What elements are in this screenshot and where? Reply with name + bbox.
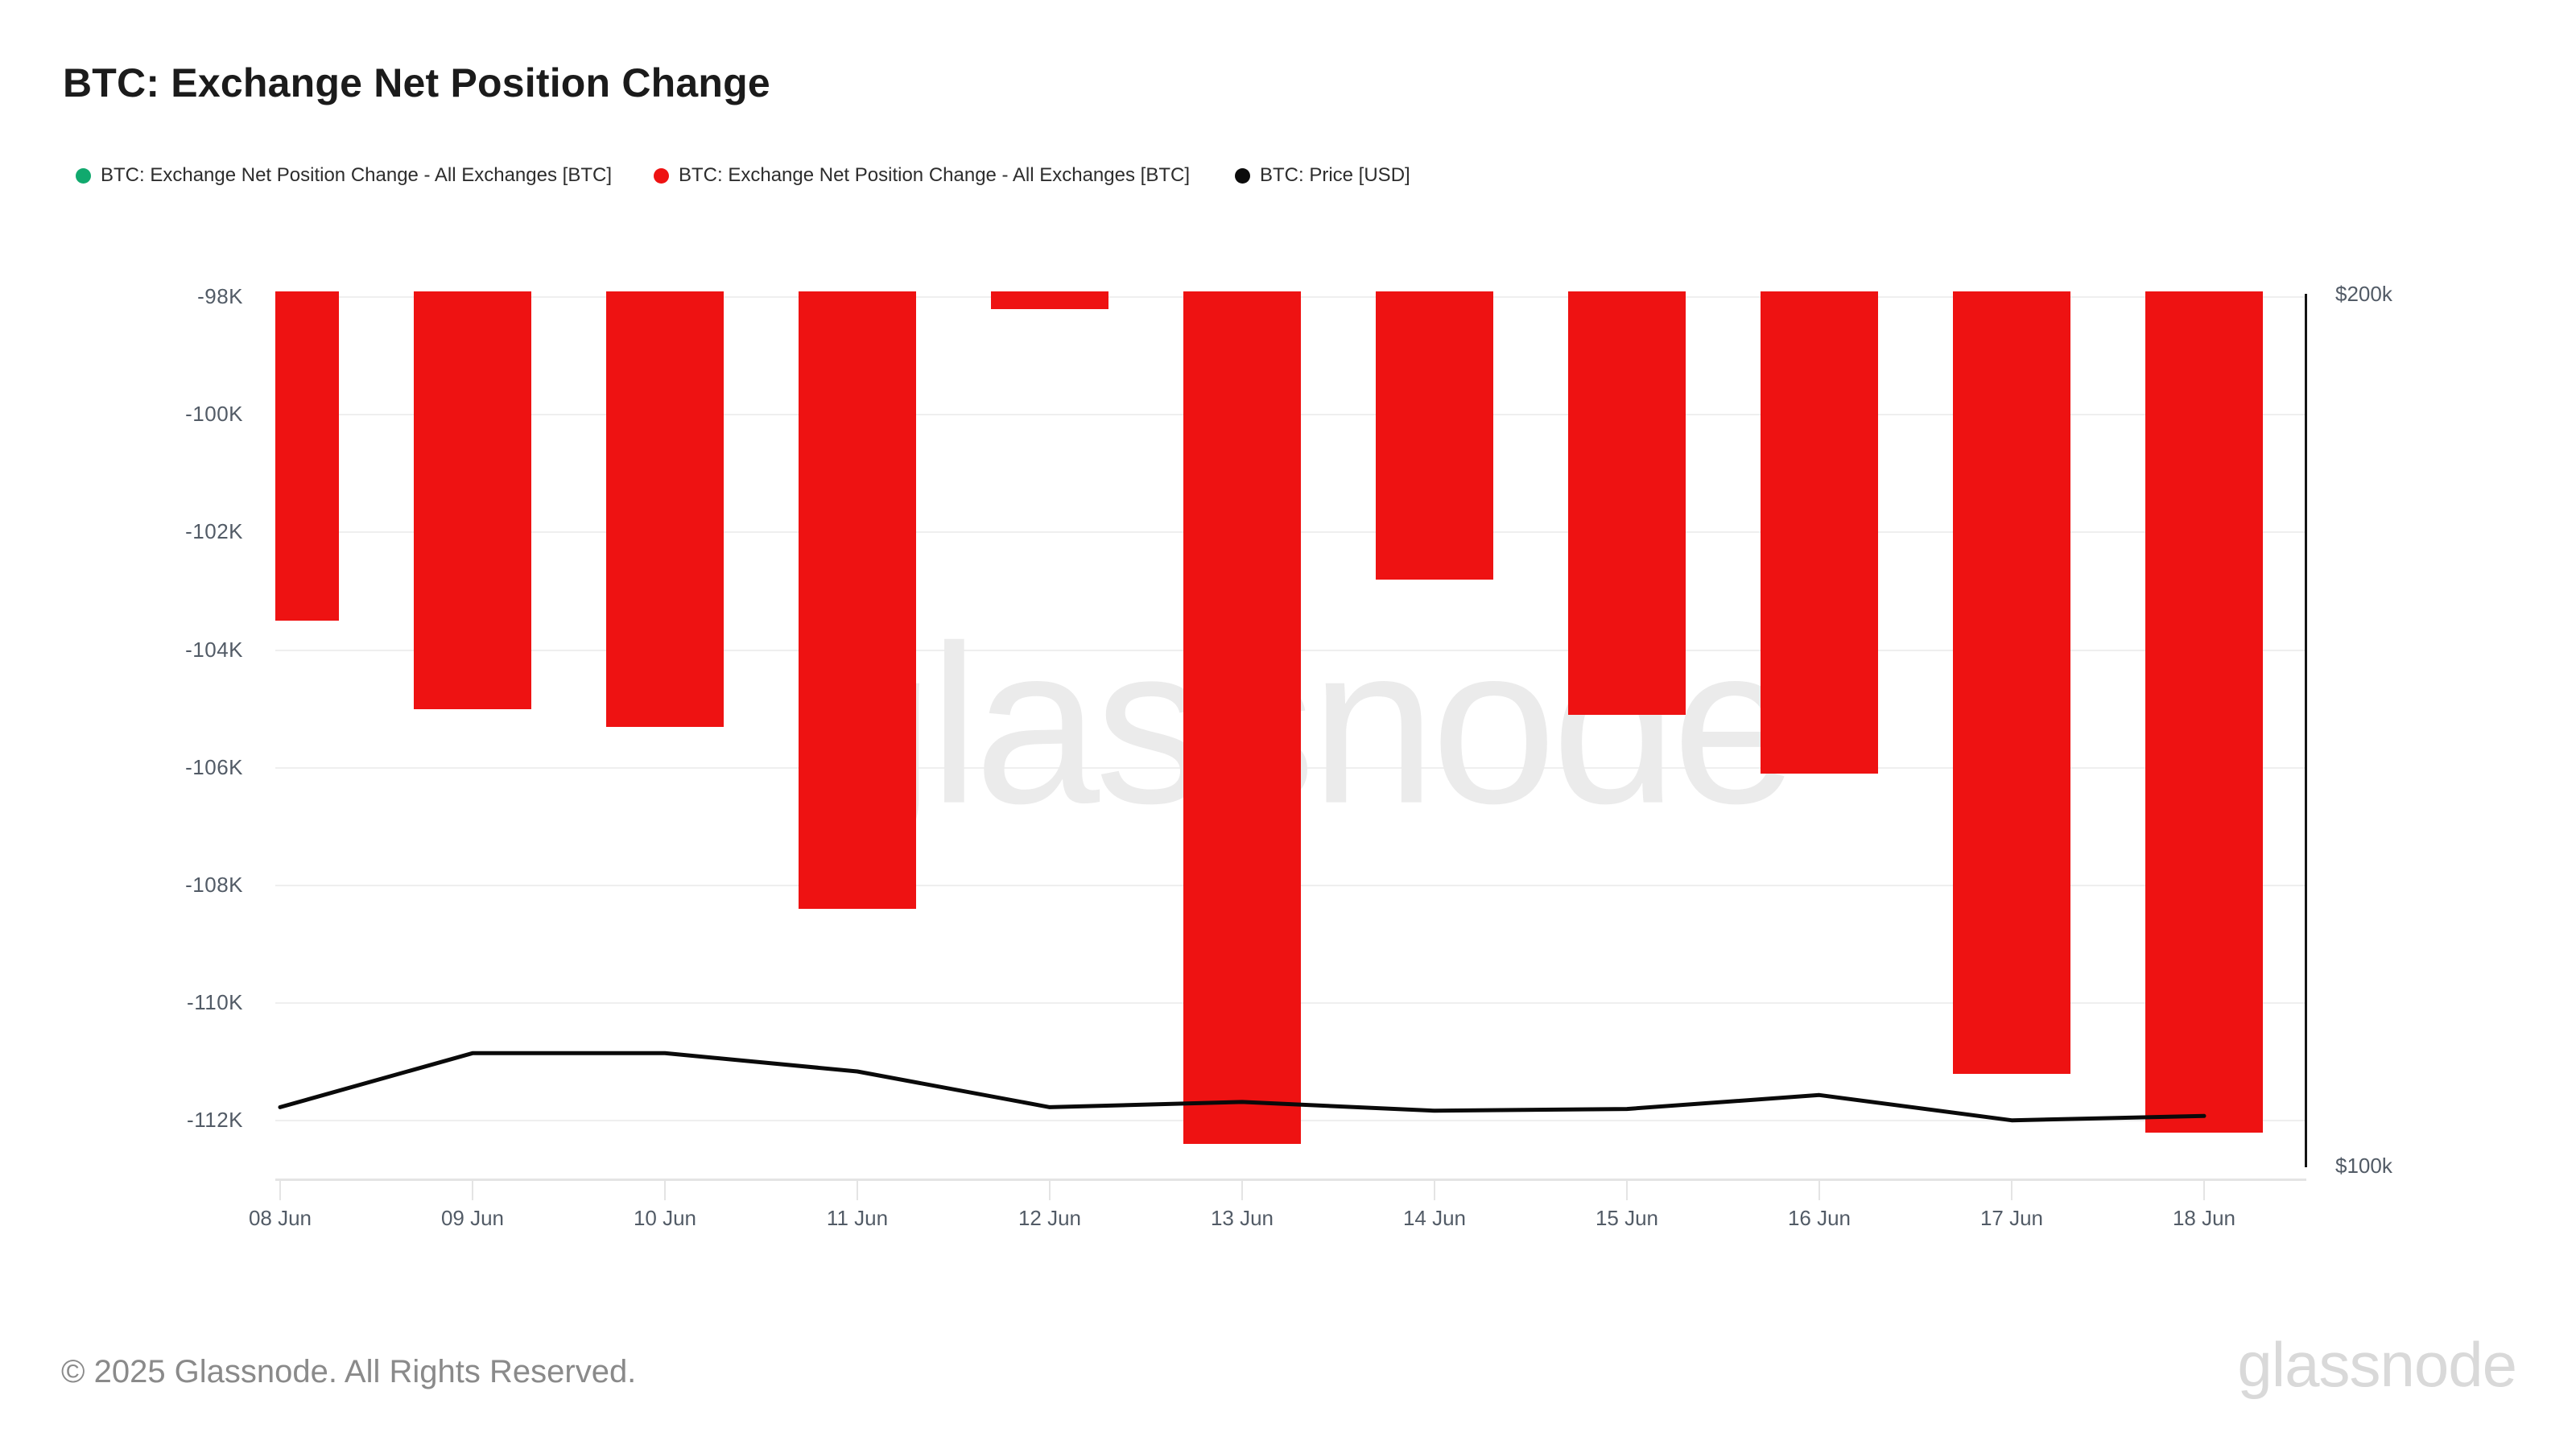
y-axis-tick-label: -112K: [187, 1107, 243, 1132]
right-axis-label-bottom: $100k: [2335, 1154, 2392, 1178]
bar-15-jun[interactable]: [1568, 291, 1686, 715]
x-axis-tick-label: 10 Jun: [633, 1206, 697, 1230]
bar-16-jun[interactable]: [1761, 291, 1878, 774]
y-axis-tick-label: -102K: [185, 519, 243, 544]
legend-item-net-position-positive[interactable]: BTC: Exchange Net Position Change - All …: [76, 163, 612, 188]
x-axis-tick: [1049, 1181, 1051, 1200]
x-axis-tick-label: 08 Jun: [248, 1206, 312, 1230]
x-axis-tick: [279, 1181, 281, 1200]
legend-label: BTC: Exchange Net Position Change - All …: [679, 164, 1190, 186]
x-axis-tick: [1626, 1181, 1628, 1200]
price-line-layer: [278, 1051, 2207, 1123]
right-axis-line: [2305, 294, 2307, 1167]
y-axis-tick-label: -108K: [185, 872, 243, 897]
x-axis-tick-label: 17 Jun: [1979, 1206, 2044, 1230]
y-axis-tick-label: -100K: [185, 402, 243, 427]
x-axis-tick-label: 13 Jun: [1210, 1206, 1274, 1230]
x-axis-tick: [664, 1181, 666, 1200]
y-axis-tick-label: -106K: [185, 754, 243, 779]
x-axis-tick-label: 16 Jun: [1787, 1206, 1852, 1230]
x-axis-tick: [1241, 1181, 1243, 1200]
bar-18-jun[interactable]: [2145, 291, 2263, 1133]
bar-11-jun[interactable]: [799, 291, 916, 909]
x-axis-tick: [1818, 1181, 1820, 1200]
legend-dot-black-icon: [1235, 167, 1250, 184]
bar-13-jun[interactable]: [1183, 291, 1301, 1145]
y-axis-tick-label: -98K: [197, 284, 243, 309]
bar-12-jun[interactable]: [991, 291, 1108, 309]
plot-area[interactable]: glassnode: [275, 291, 2306, 1179]
btc-price-line: [278, 1051, 2207, 1123]
bar-17-jun[interactable]: [1953, 291, 2070, 1074]
bar-09-jun[interactable]: [414, 291, 531, 709]
x-axis-tick-label: 11 Jun: [826, 1206, 889, 1230]
bar-14-jun[interactable]: [1376, 291, 1493, 580]
legend-item-net-position-negative[interactable]: BTC: Exchange Net Position Change - All …: [654, 163, 1190, 188]
legend-item-btc-price[interactable]: BTC: Price [USD]: [1235, 163, 1410, 188]
y-axis-tick-label: -110K: [187, 989, 243, 1014]
x-axis-tick: [2203, 1181, 2205, 1200]
x-axis-tick: [472, 1181, 473, 1200]
bar-10-jun[interactable]: [606, 291, 724, 727]
x-axis-tick: [857, 1181, 858, 1200]
x-axis-tick-label: 12 Jun: [1018, 1206, 1082, 1230]
x-axis-line: [275, 1179, 2306, 1181]
x-axis-tick-label: 14 Jun: [1402, 1206, 1467, 1230]
bar-08-jun[interactable]: [275, 291, 339, 621]
legend-dot-green-icon: [76, 167, 91, 184]
right-axis-label-top: $200k: [2335, 282, 2392, 306]
page-title: BTC: Exchange Net Position Change: [63, 60, 770, 105]
legend-dot-red-icon: [654, 167, 669, 184]
glassnode-logo: glassnode: [2237, 1329, 2517, 1400]
copyright-text: © 2025 Glassnode. All Rights Reserved.: [61, 1354, 637, 1389]
x-axis-tick-label: 09 Jun: [440, 1206, 505, 1230]
x-axis-tick-label: 18 Jun: [2172, 1206, 2236, 1230]
x-axis-tick: [2011, 1181, 2013, 1200]
legend-label: BTC: Exchange Net Position Change - All …: [101, 164, 612, 186]
x-axis-tick-label: 15 Jun: [1595, 1206, 1659, 1230]
x-axis-tick: [1434, 1181, 1435, 1200]
y-axis-tick-label: -104K: [185, 637, 243, 662]
legend-label: BTC: Price [USD]: [1260, 164, 1410, 186]
